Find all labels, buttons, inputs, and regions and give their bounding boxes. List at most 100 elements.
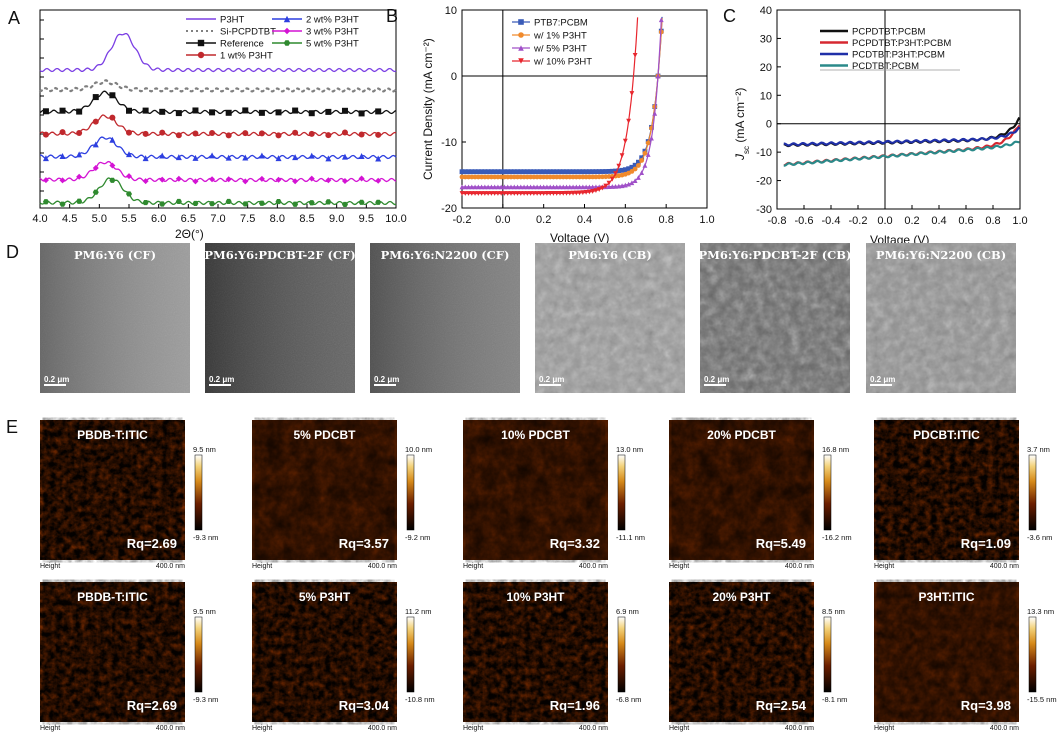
jv-ptb7-data-marker <box>590 169 596 175</box>
xrd-data-marker <box>275 155 282 162</box>
xrd-series-1 <box>38 79 398 93</box>
jv-ptb7-data-marker <box>489 191 494 196</box>
xrd-data-marker <box>358 131 365 138</box>
jv-pcpdtbt-plot-frame <box>776 9 1021 210</box>
afm-image-title: 10% PDCBT <box>501 428 570 442</box>
jv-ptb7-data-marker <box>498 184 504 190</box>
xrd-data-marker <box>292 129 299 136</box>
jv-ptb7-y-tick-label: 0 <box>451 71 457 83</box>
xrd-data-marker <box>341 129 348 136</box>
xrd-data-marker <box>109 136 116 143</box>
sem-image-label: PM6:Y6:N2200 (CF) <box>381 248 510 262</box>
xrd-series-curve <box>38 79 398 93</box>
xrd-data-marker <box>175 132 182 139</box>
xrd-x-tick-label: 7.0 <box>210 213 225 225</box>
xrd-data-marker <box>258 175 265 182</box>
xrd-data-marker <box>341 201 348 208</box>
jv-ptb7-data-marker <box>547 169 553 175</box>
xrd-series-curve <box>39 114 397 137</box>
xrd-data-marker <box>42 108 49 115</box>
jv-ptb7-data-marker <box>570 184 576 190</box>
afm-colorbar-min-label: -8.1 nm <box>822 695 847 704</box>
jv-pcpdtbt-ticks: -0.8 -0.6 -0.4 -0.2 0.0 0.2 0.4 0.6 0.8 1.0 40 30 20… <box>756 5 1028 227</box>
jv-ptb7-data-marker <box>515 191 520 196</box>
jv-ptb7-data-marker <box>479 169 484 175</box>
jv-ptb7-data-marker <box>547 184 553 190</box>
jv-ptb7-data-marker <box>613 168 618 174</box>
sem-image-3: PM6:Y6 (CB) 0.2 μm <box>535 243 685 393</box>
jv-ptb7-data-marker <box>632 162 638 168</box>
afm-size-label: 400.0 nm <box>579 725 608 732</box>
jv-ptb7-data-marker <box>560 184 566 190</box>
afm-colorbar <box>194 616 203 693</box>
jv-ptb7-data-marker <box>518 191 524 196</box>
sem-image-texture <box>866 243 1016 393</box>
afm-colorbar <box>617 616 626 693</box>
jv-ptb7-data-marker <box>534 169 540 175</box>
afm-image-3: 20% PDCBT Rq=5.49 16.8 nm -16.2 nm Height 400… <box>669 417 852 570</box>
afm-image-shadow <box>671 579 812 725</box>
jv-ptb7-legend-label: PTB7:PCBM <box>534 18 588 29</box>
jv-ptb7-data-marker <box>521 191 527 196</box>
jv-ptb7-data-marker <box>557 184 563 190</box>
jv-ptb7-data-marker <box>629 164 635 170</box>
sem-image-shading <box>370 243 520 393</box>
jv-ptb7-data-marker <box>538 169 543 175</box>
jv-pcpdtbt-x-tick-label: 0.8 <box>985 215 1000 227</box>
sem-image-0: PM6:Y6 (CF) 0.2 μm <box>40 243 190 393</box>
xrd-data-marker <box>42 177 49 184</box>
xrd-data-marker <box>242 178 249 185</box>
jv-ptb7-data-marker <box>603 169 609 174</box>
afm-roughness-label: Rq=1.96 <box>550 698 600 713</box>
jv-pcpdtbt-x-tick-label: -0.4 <box>822 215 841 227</box>
jv-ptb7-data-marker <box>511 184 517 190</box>
xrd-x-tick-label: 6.5 <box>181 213 196 225</box>
jv-pcpdtbt-legend: PCPDTBT:PCBMPCPDTBT:P3HT:PCBMPCDTBT:P3HT… <box>820 27 960 72</box>
jv-ptb7-data-marker <box>639 155 645 161</box>
jv-ptb7-legend-marker <box>518 58 524 64</box>
jv-ptb7-data-marker <box>655 73 661 79</box>
xrd-data-marker <box>92 189 99 195</box>
afm-colorbar <box>1028 454 1037 531</box>
jv-ptb7-data-marker <box>469 169 475 175</box>
afm-colorbar-max-label: 13.3 nm <box>1027 607 1054 616</box>
xrd-data-marker <box>275 109 282 116</box>
xrd-x-tick-label: 8.0 <box>270 213 285 225</box>
jv-ptb7-y-tick-label: -10 <box>441 137 457 149</box>
jv-ptb7-data-marker <box>482 169 488 175</box>
afm-size-label: 400.0 nm <box>156 563 185 570</box>
jv-ptb7-data-marker <box>472 191 478 196</box>
jv-pcpdtbt-x-tick-label: 0.6 <box>958 215 973 227</box>
jv-ptb7-data-marker <box>492 191 498 196</box>
sem-scale-label: 0.2 μm <box>539 375 564 384</box>
jv-ptb7-x-tick-label: 0.6 <box>618 214 633 226</box>
jv-ptb7-data-marker <box>508 184 514 190</box>
xrd-series-curve <box>39 90 397 115</box>
xrd-data-marker <box>159 129 166 136</box>
jv-ptb7-data-marker <box>606 169 612 174</box>
xrd-series-6 <box>39 177 397 208</box>
sem-scale-label: 0.2 μm <box>704 375 729 384</box>
jv-ptb7-data-marker <box>459 184 465 190</box>
xrd-data-marker <box>341 153 348 160</box>
jv-ptb7-data-marker <box>521 184 527 190</box>
sem-scale-label: 0.2 μm <box>44 375 69 384</box>
xrd-data-marker <box>159 176 166 183</box>
xrd-series <box>38 32 398 208</box>
jv-ptb7-data-marker <box>502 191 507 196</box>
afm-colorbar-min-label: -9.2 nm <box>405 533 430 542</box>
afm-colorbar-min-label: -3.6 nm <box>1027 533 1052 542</box>
afm-size-label: 400.0 nm <box>990 725 1019 732</box>
afm-size-label: 400.0 nm <box>156 725 185 732</box>
jv-ptb7-x-axis-label: Voltage (V) <box>550 231 609 245</box>
xrd-data-marker <box>275 176 282 183</box>
afm-image-5: PBDB-T:ITIC Rq=2.69 9.5 nm -9.3 nm Height 400… <box>40 579 218 732</box>
afm-image-4: PDCBT:ITIC Rq=1.09 3.7 nm -3.6 nm Height 400.… <box>874 417 1052 570</box>
afm-roughness-label: Rq=2.69 <box>127 698 177 713</box>
sem-scale-label: 0.2 μm <box>374 375 399 384</box>
xrd-chart: 4.0 4.5 5.0 5.5 6.0 6.5 7.0 7.5 8.0 8.5 9.0 9.5 10.0… <box>32 9 407 241</box>
afm-image-shadow <box>42 579 183 725</box>
xrd-data-marker <box>358 153 365 160</box>
jv-ptb7-data-marker <box>466 191 471 196</box>
xrd-data-marker <box>142 178 149 185</box>
